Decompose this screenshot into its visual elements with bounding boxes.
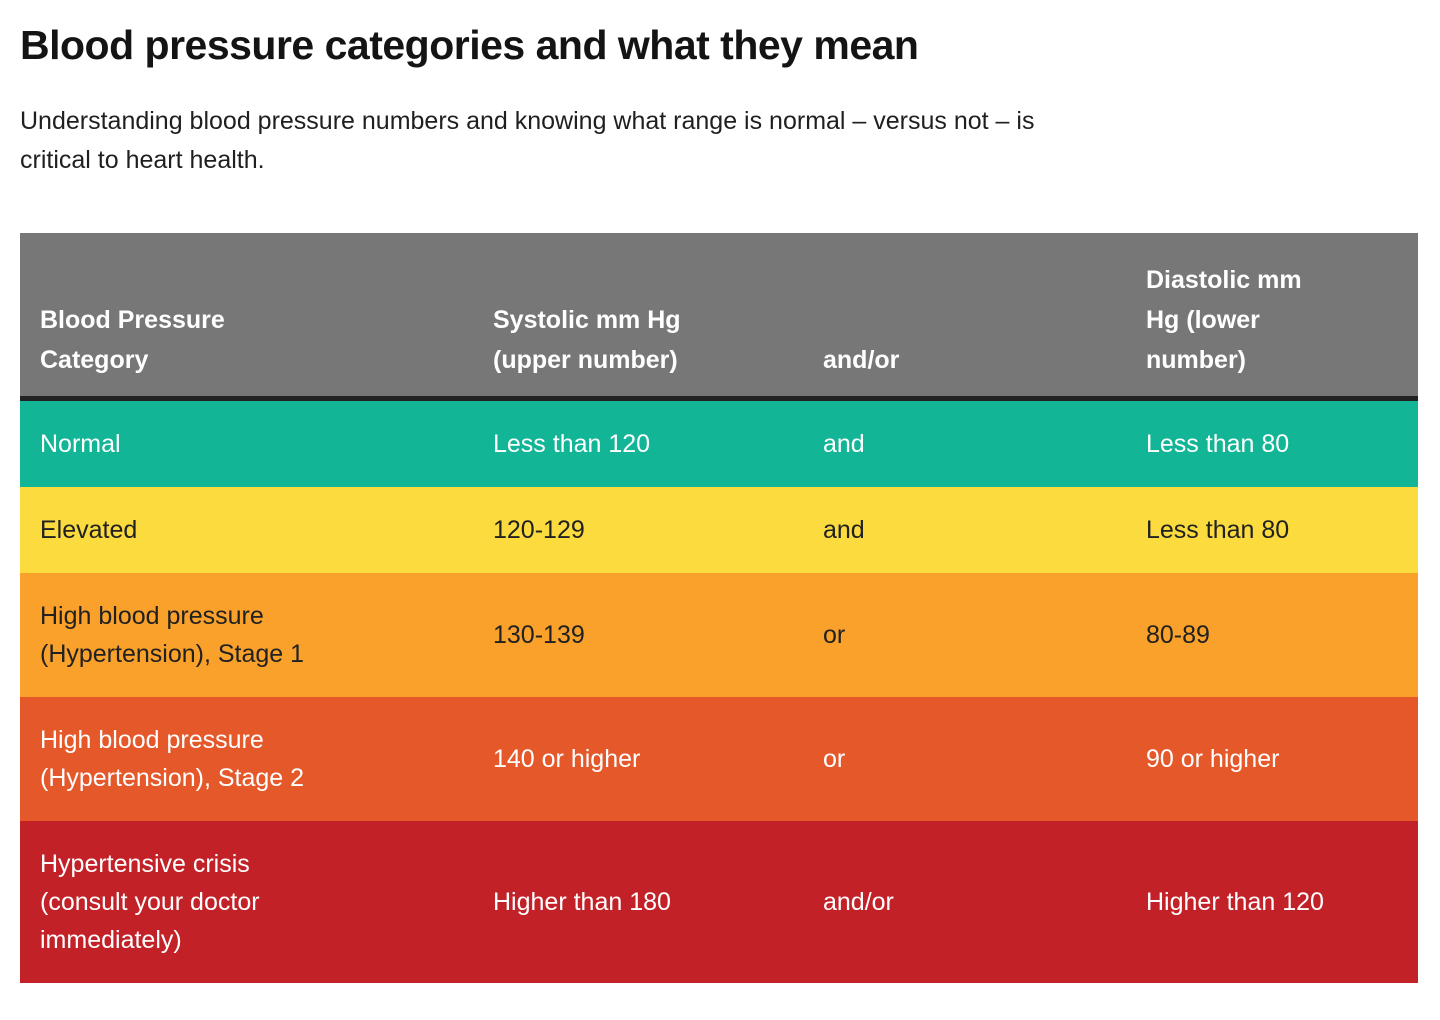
diastolic-value: Less than 80 (1146, 515, 1290, 544)
column-header-category-label: Blood Pressure Category (40, 305, 225, 374)
table-header-row: Blood Pressure Category Systolic mm Hg (… (20, 233, 1418, 401)
connector-value: and (823, 515, 865, 544)
systolic-value: 130-139 (493, 620, 585, 649)
connector-cell: and/or (803, 821, 1126, 983)
category-cell: High blood pressure (Hypertension), Stag… (20, 697, 473, 821)
table-header: Blood Pressure Category Systolic mm Hg (… (20, 233, 1418, 401)
diastolic-value: 80-89 (1146, 620, 1210, 649)
connector-value: and/or (823, 887, 894, 916)
category-label: High blood pressure (Hypertension), Stag… (40, 725, 305, 792)
table-row: Normal Less than 120 and Less than 80 (20, 398, 1418, 487)
page-subtitle-line: Understanding blood pressure numbers and… (20, 107, 1035, 135)
category-cell: Elevated (20, 487, 473, 573)
table-body: Normal Less than 120 and Less than 80 El… (20, 398, 1418, 983)
connector-value: or (823, 744, 846, 773)
systolic-value: Higher than 180 (493, 887, 671, 916)
column-header-andor: and/or (803, 233, 1126, 401)
connector-cell: and (803, 487, 1126, 573)
connector-cell: or (803, 573, 1126, 697)
category-label: Normal (40, 429, 121, 458)
column-header-category: Blood Pressure Category (20, 233, 473, 401)
connector-value: and (823, 429, 865, 458)
page-title: Blood pressure categories and what they … (20, 22, 919, 68)
diastolic-cell: Less than 80 (1126, 398, 1418, 487)
systolic-cell: 130-139 (473, 573, 803, 697)
category-label: High blood pressure (Hypertension), Stag… (40, 601, 305, 668)
systolic-cell: 140 or higher (473, 697, 803, 821)
diastolic-cell: 90 or higher (1126, 697, 1418, 821)
connector-cell: or (803, 697, 1126, 821)
diastolic-value: Higher than 120 (1146, 887, 1324, 916)
category-cell: High blood pressure (Hypertension), Stag… (20, 573, 473, 697)
systolic-cell: Higher than 180 (473, 821, 803, 983)
connector-cell: and (803, 398, 1126, 487)
diastolic-cell: Higher than 120 (1126, 821, 1418, 983)
category-label: Hypertensive crisis (consult your doctor… (40, 849, 260, 954)
column-header-systolic: Systolic mm Hg (upper number) (473, 233, 803, 401)
page-subtitle: Understanding blood pressure numbers and… (20, 102, 1420, 180)
page-subtitle-line: critical to heart health. (20, 146, 265, 174)
blood-pressure-table: Blood Pressure Category Systolic mm Hg (… (20, 233, 1418, 983)
systolic-cell: 120-129 (473, 487, 803, 573)
systolic-value: 120-129 (493, 515, 585, 544)
table-row: High blood pressure (Hypertension), Stag… (20, 572, 1418, 697)
systolic-value: 140 or higher (493, 744, 641, 773)
column-header-systolic-label: Systolic mm Hg (upper number) (493, 305, 681, 374)
table-row: Elevated 120-129 and Less than 80 (20, 486, 1418, 573)
category-label: Elevated (40, 515, 138, 544)
systolic-cell: Less than 120 (473, 398, 803, 487)
category-cell: Hypertensive crisis (consult your doctor… (20, 821, 473, 983)
diastolic-cell: 80-89 (1126, 573, 1418, 697)
diastolic-value: Less than 80 (1146, 429, 1290, 458)
column-header-andor-label: and/or (823, 345, 900, 374)
column-header-diastolic-label: Diastolic mm Hg (lower number) (1146, 265, 1302, 374)
connector-value: or (823, 620, 846, 649)
page: Blood pressure categories and what they … (20, 22, 1420, 983)
category-cell: Normal (20, 398, 473, 487)
table-row: High blood pressure (Hypertension), Stag… (20, 696, 1418, 821)
table-row: Hypertensive crisis (consult your doctor… (20, 820, 1418, 983)
diastolic-cell: Less than 80 (1126, 487, 1418, 573)
diastolic-value: 90 or higher (1146, 744, 1280, 773)
column-header-diastolic: Diastolic mm Hg (lower number) (1126, 233, 1418, 401)
systolic-value: Less than 120 (493, 429, 651, 458)
